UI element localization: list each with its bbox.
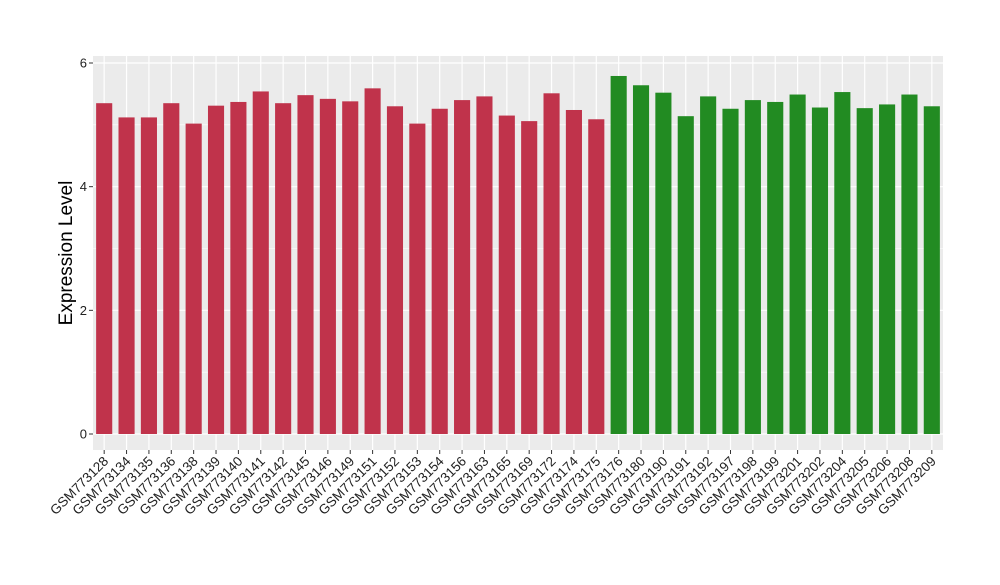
bar-GSM773199 [767, 101, 784, 434]
bar-GSM773202 [811, 107, 829, 435]
bar-GSM773128 [96, 103, 113, 434]
bar-GSM773134 [118, 117, 135, 434]
y-tick-label: 4 [80, 179, 87, 194]
bar-GSM773176 [610, 75, 627, 434]
bar-GSM773201 [789, 94, 806, 434]
bar-GSM773175 [588, 119, 605, 435]
bar-GSM773142 [275, 103, 292, 434]
bar-GSM773209 [923, 106, 940, 434]
bar-GSM773151 [364, 88, 381, 434]
y-tick-label: 0 [80, 427, 87, 442]
bar-GSM773172 [543, 93, 560, 435]
bar-GSM773205 [856, 108, 873, 434]
bar-GSM773145 [297, 95, 314, 435]
bar-GSM773204 [834, 92, 851, 434]
bar-GSM773152 [386, 106, 404, 434]
bar-GSM773149 [342, 101, 359, 434]
bar-GSM773146 [319, 98, 336, 435]
bars [96, 75, 940, 435]
bar-GSM773156 [454, 100, 471, 434]
bar-GSM773140 [230, 101, 247, 434]
bar-GSM773198 [744, 100, 761, 434]
y-tick-label: 6 [80, 56, 87, 71]
bar-GSM773135 [140, 117, 157, 434]
bar-GSM773163 [476, 96, 493, 434]
bar-GSM773169 [521, 121, 538, 435]
bar-GSM773153 [409, 123, 426, 434]
bar-GSM773197 [722, 108, 739, 434]
bar-GSM773191 [677, 116, 694, 435]
bar-GSM773208 [901, 94, 918, 434]
x-axis: GSM773128GSM773134GSM773135GSM773136GSM7… [47, 450, 939, 518]
bar-GSM773141 [252, 91, 269, 434]
bar-GSM773206 [879, 104, 896, 435]
bar-GSM773138 [185, 123, 202, 434]
bar-GSM773165 [498, 115, 515, 434]
y-axis: 0 2 4 6 [80, 56, 93, 442]
bar-GSM773174 [565, 109, 582, 435]
y-axis-label: Expression Level [56, 181, 77, 326]
bar-GSM773180 [632, 85, 650, 434]
bar-GSM773192 [700, 96, 717, 434]
bar-GSM773139 [207, 105, 225, 435]
y-tick-label: 2 [80, 303, 87, 318]
bar-GSM773154 [431, 108, 448, 434]
bar-GSM773136 [163, 103, 180, 434]
bar-GSM773190 [655, 92, 672, 435]
